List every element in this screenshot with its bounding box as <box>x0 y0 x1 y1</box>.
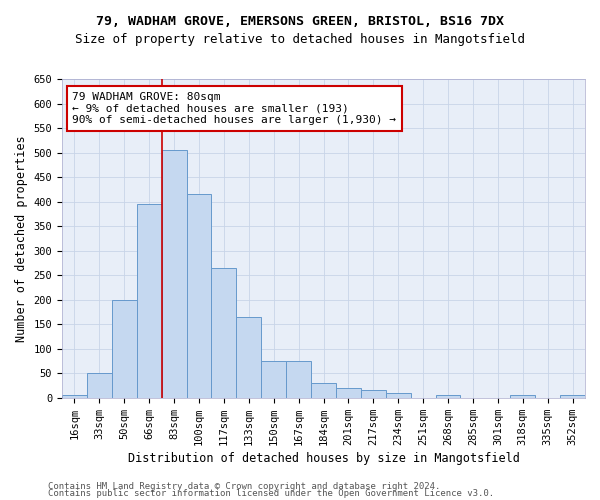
Bar <box>161 150 187 398</box>
Text: 79 WADHAM GROVE: 80sqm
← 9% of detached houses are smaller (193)
90% of semi-det: 79 WADHAM GROVE: 80sqm ← 9% of detached … <box>73 92 397 125</box>
Bar <box>236 317 261 398</box>
Y-axis label: Number of detached properties: Number of detached properties <box>15 135 28 342</box>
Text: Contains HM Land Registry data © Crown copyright and database right 2024.: Contains HM Land Registry data © Crown c… <box>48 482 440 491</box>
Bar <box>336 388 361 398</box>
Bar <box>112 300 137 398</box>
X-axis label: Distribution of detached houses by size in Mangotsfield: Distribution of detached houses by size … <box>128 452 520 465</box>
Text: Size of property relative to detached houses in Mangotsfield: Size of property relative to detached ho… <box>75 34 525 46</box>
Bar <box>361 390 386 398</box>
Text: Contains public sector information licensed under the Open Government Licence v3: Contains public sector information licen… <box>48 490 494 498</box>
Bar <box>261 361 286 398</box>
Bar <box>560 396 585 398</box>
Bar <box>386 393 410 398</box>
Bar <box>187 194 211 398</box>
Bar <box>286 361 311 398</box>
Bar <box>436 396 460 398</box>
Text: 79, WADHAM GROVE, EMERSONS GREEN, BRISTOL, BS16 7DX: 79, WADHAM GROVE, EMERSONS GREEN, BRISTO… <box>96 15 504 28</box>
Bar <box>510 396 535 398</box>
Bar <box>211 268 236 398</box>
Bar <box>87 374 112 398</box>
Bar <box>62 396 87 398</box>
Bar <box>311 383 336 398</box>
Bar <box>137 204 161 398</box>
